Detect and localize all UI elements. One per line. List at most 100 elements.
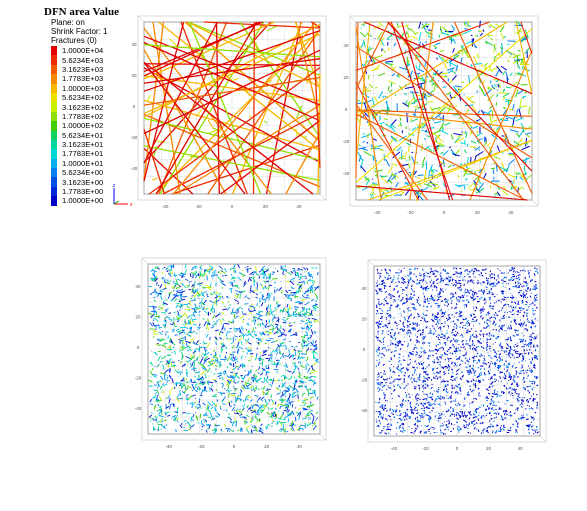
fracture-trace — [243, 404, 245, 408]
fracture-trace — [465, 280, 466, 281]
fracture-trace — [221, 312, 224, 313]
fracture-trace — [506, 87, 511, 88]
fracture-trace — [419, 357, 420, 358]
fracture-trace — [315, 347, 318, 348]
fracture-trace — [212, 401, 215, 405]
fracture-trace — [312, 318, 317, 319]
fracture-trace — [383, 344, 384, 345]
fracture-trace — [211, 407, 213, 409]
fracture-trace — [458, 299, 459, 300]
fracture-trace — [423, 363, 424, 364]
fracture-trace — [496, 103, 497, 106]
y-tick-label: 0 — [363, 347, 366, 352]
y-tick-label: -20 — [361, 378, 368, 383]
fracture-trace — [526, 399, 527, 401]
fracture-trace — [522, 302, 523, 304]
fracture-trace — [193, 287, 194, 290]
fracture-trace — [308, 318, 310, 319]
fracture-trace — [480, 33, 482, 36]
fracture-trace — [447, 319, 449, 321]
fracture-trace — [456, 374, 458, 375]
fracture-trace — [506, 410, 507, 412]
fracture-trace — [416, 325, 418, 326]
fracture-trace — [227, 389, 228, 391]
fracture-trace — [292, 411, 294, 415]
fracture-trace — [184, 365, 185, 366]
fracture-trace — [312, 353, 314, 354]
fracture-trace — [476, 356, 477, 357]
fracture-trace — [270, 408, 273, 410]
fracture-trace — [509, 388, 511, 389]
fracture-trace — [401, 404, 403, 405]
fracture-trace — [519, 287, 520, 288]
fracture-trace — [289, 354, 291, 355]
legend-entry: 1.7783E+02 — [51, 112, 120, 121]
fracture-trace — [190, 341, 192, 342]
fracture-trace — [257, 399, 259, 403]
fracture-trace — [228, 402, 231, 403]
fracture-trace — [158, 307, 161, 309]
fracture-trace — [419, 107, 420, 108]
fracture-trace — [440, 29, 441, 30]
fracture-trace — [285, 355, 288, 356]
fracture-trace — [249, 347, 252, 348]
fracture-trace — [360, 32, 365, 37]
fracture-trace — [192, 356, 195, 357]
fracture-trace — [413, 295, 415, 296]
fracture-trace — [275, 358, 276, 359]
fracture-trace — [250, 278, 254, 279]
fracture-trace — [270, 384, 272, 387]
fracture-trace — [261, 274, 265, 275]
fracture-trace — [175, 417, 176, 421]
fracture-trace — [160, 386, 162, 390]
fracture-trace — [221, 320, 222, 324]
fracture-trace — [438, 420, 439, 421]
fracture-trace — [407, 275, 409, 276]
fracture-trace — [280, 310, 281, 313]
fracture-trace — [219, 425, 220, 426]
fracture-trace — [486, 342, 488, 343]
x-tick-label: -20 — [198, 444, 205, 449]
fracture-trace — [247, 411, 248, 412]
fracture-trace — [176, 329, 179, 331]
fracture-trace — [190, 301, 191, 306]
fracture-trace — [531, 426, 533, 427]
fracture-trace — [213, 394, 216, 396]
fracture-trace — [252, 426, 254, 427]
fracture-trace — [278, 418, 282, 419]
fracture-trace — [240, 341, 241, 342]
fracture-trace — [190, 273, 191, 277]
fracture-trace — [157, 366, 158, 367]
fracture-trace — [484, 137, 485, 143]
fracture-trace — [408, 400, 409, 401]
fracture-trace — [211, 326, 214, 328]
fracture-trace — [264, 121, 266, 123]
y-tick-label: 0 — [345, 107, 348, 112]
x-tick-label: 20 — [264, 444, 270, 449]
fracture-trace — [467, 330, 469, 331]
fracture-trace — [394, 173, 397, 174]
fracture-trace — [380, 303, 382, 305]
fracture-trace — [498, 268, 499, 269]
fracture-trace — [229, 413, 230, 415]
fracture-trace — [287, 371, 291, 373]
fracture-trace — [381, 353, 383, 354]
fracture-trace — [382, 153, 383, 154]
fracture-trace — [190, 298, 192, 299]
fracture-trace — [455, 149, 460, 154]
fracture-trace — [154, 271, 155, 273]
fracture-trace — [401, 277, 402, 278]
fracture-trace — [303, 404, 305, 406]
fracture-trace — [291, 346, 294, 347]
fracture-trace — [422, 157, 424, 165]
fracture-trace — [517, 422, 518, 425]
fracture-trace — [206, 285, 210, 287]
fracture-trace — [310, 335, 311, 336]
fracture-trace — [156, 313, 157, 314]
fracture-trace — [233, 78, 238, 80]
fracture-trace — [254, 318, 255, 321]
fracture-trace — [180, 333, 181, 335]
fracture-trace — [389, 90, 392, 92]
y-tick-label: 40 — [343, 43, 349, 48]
fracture-trace — [385, 379, 386, 380]
